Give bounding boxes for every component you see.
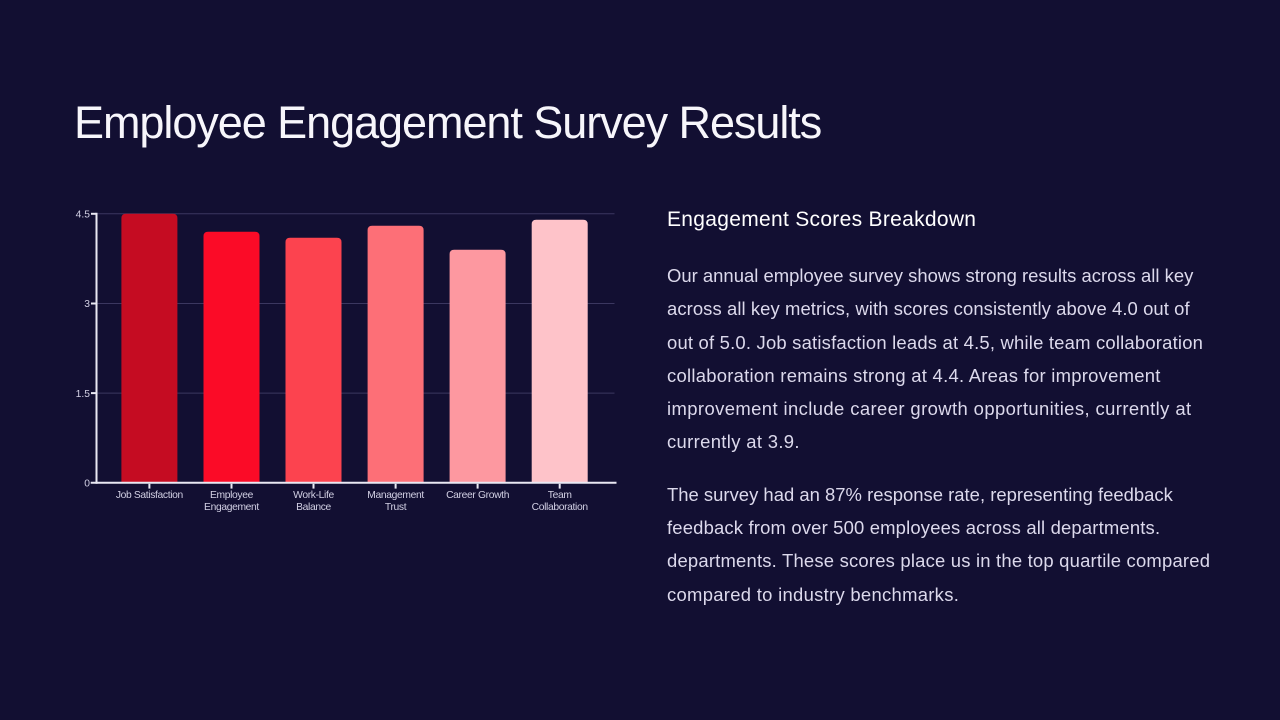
svg-text:3: 3 [84,299,90,310]
svg-text:Employee: Employee [210,490,254,501]
svg-text:4.5: 4.5 [76,210,91,221]
svg-text:Collaboration: Collaboration [532,502,589,513]
svg-text:Balance: Balance [296,502,331,513]
svg-text:Career Growth: Career Growth [446,490,510,501]
svg-text:1.5: 1.5 [76,389,91,400]
svg-text:Team: Team [548,490,572,501]
svg-text:Work-Life: Work-Life [293,490,334,501]
svg-text:Management: Management [367,490,424,501]
svg-text:Job Satisfaction: Job Satisfaction [116,490,184,501]
svg-text:Trust: Trust [385,502,407,513]
svg-text:Engagement: Engagement [204,502,259,513]
svg-text:0: 0 [84,479,90,490]
